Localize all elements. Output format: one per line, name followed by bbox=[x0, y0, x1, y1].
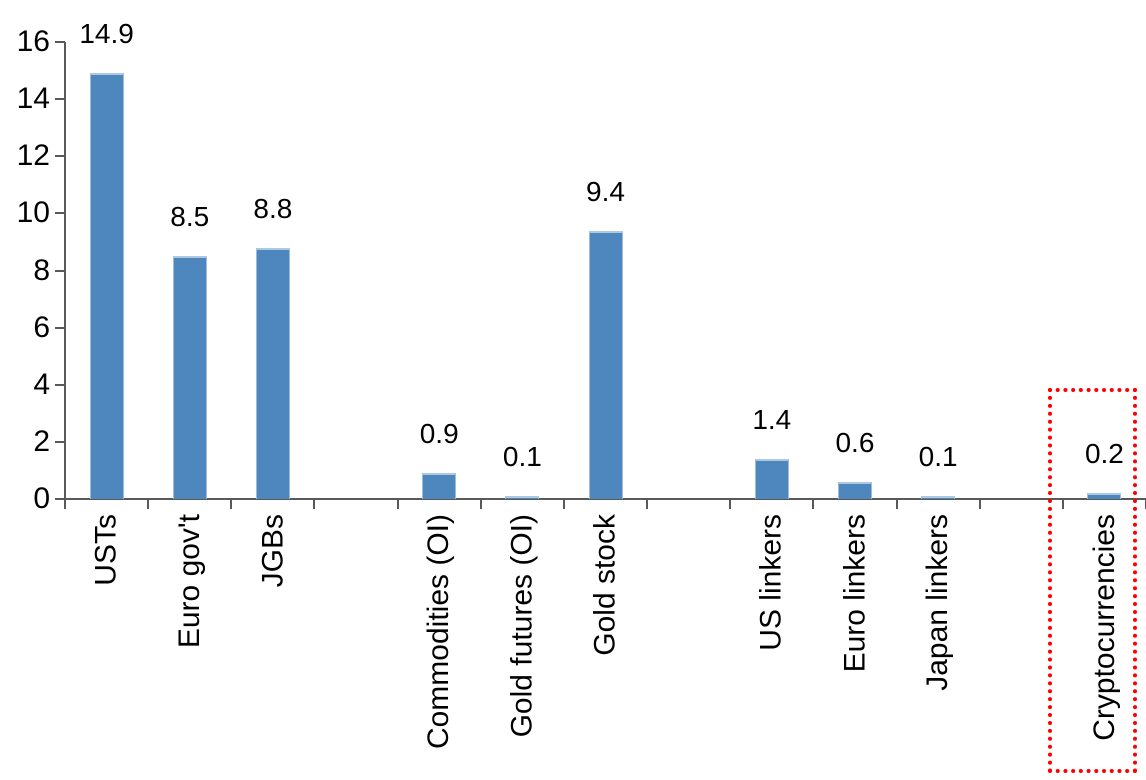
bar bbox=[172, 256, 207, 499]
y-axis-tick-label: 10 bbox=[16, 196, 50, 230]
bar bbox=[505, 496, 540, 499]
bar-value-label: 9.4 bbox=[586, 175, 625, 207]
x-axis-tick-mark bbox=[230, 499, 233, 509]
x-axis-line bbox=[65, 498, 1146, 500]
x-axis-tick-mark bbox=[895, 499, 898, 509]
x-axis-tick-mark bbox=[562, 499, 565, 509]
x-axis-category-label: Gold futures (OI) bbox=[505, 514, 539, 738]
y-axis-tick-label: 4 bbox=[33, 367, 50, 401]
bar-value-label: 0.6 bbox=[835, 426, 875, 458]
y-axis-tick-label: 8 bbox=[33, 253, 50, 287]
y-axis-line bbox=[64, 42, 66, 509]
y-axis-tick-mark bbox=[55, 98, 65, 101]
x-axis-category-label: Commodities (OI) bbox=[422, 514, 456, 750]
highlight-box bbox=[1048, 388, 1137, 773]
y-axis-tick-mark bbox=[55, 326, 65, 329]
x-axis-category-label: Gold stock bbox=[588, 514, 622, 656]
x-axis-tick-mark bbox=[729, 499, 732, 509]
x-axis-tick-mark bbox=[1061, 499, 1064, 509]
bar bbox=[921, 496, 956, 499]
y-axis-tick-mark bbox=[55, 498, 65, 500]
y-axis-tick-mark bbox=[55, 212, 65, 215]
x-axis-tick-mark bbox=[978, 499, 981, 509]
y-axis-tick-mark bbox=[55, 155, 65, 158]
x-axis-category-label: USTs bbox=[89, 514, 123, 586]
x-axis-category-label: JGBs bbox=[255, 514, 289, 588]
x-axis-category-label: Euro gov't bbox=[172, 514, 206, 649]
bar-value-label: 0.2 bbox=[1084, 438, 1124, 470]
y-axis-tick-label: 14 bbox=[16, 82, 50, 116]
x-axis-tick-mark bbox=[479, 499, 482, 509]
y-axis-tick-mark bbox=[55, 269, 65, 272]
bar-value-label: 0.9 bbox=[419, 418, 459, 450]
y-axis-tick-mark bbox=[55, 383, 65, 386]
y-axis-tick-mark bbox=[55, 41, 65, 43]
bar-value-label: 0.1 bbox=[918, 441, 958, 473]
bar bbox=[255, 247, 290, 499]
x-axis-tick-mark bbox=[147, 499, 150, 509]
x-axis-tick-mark bbox=[646, 499, 649, 509]
bar bbox=[1087, 493, 1122, 499]
bar-value-label: 1.4 bbox=[752, 404, 792, 435]
y-axis-tick-label: 6 bbox=[33, 310, 50, 344]
y-axis-tick-label: 12 bbox=[16, 139, 50, 173]
y-axis-tick-label: 16 bbox=[16, 25, 50, 58]
bar bbox=[837, 481, 872, 499]
bar-value-label: 8.8 bbox=[253, 192, 293, 224]
x-axis-category-label: Euro linkers bbox=[837, 514, 871, 673]
bar-value-label: 8.5 bbox=[170, 201, 210, 233]
bar bbox=[422, 473, 457, 499]
y-axis-tick-mark bbox=[55, 440, 65, 443]
y-axis-tick-label: 2 bbox=[33, 424, 50, 458]
x-axis-tick-mark bbox=[396, 499, 399, 509]
bar bbox=[754, 459, 789, 499]
x-axis-category-label: US linkers bbox=[754, 514, 788, 651]
bar bbox=[89, 73, 124, 499]
x-axis-category-label: Japan linkers bbox=[921, 514, 955, 691]
bar-value-label: 14.9 bbox=[79, 18, 134, 50]
x-axis-tick-mark bbox=[812, 499, 815, 509]
bar-value-label: 0.1 bbox=[502, 441, 542, 473]
y-axis-tick-label: 0 bbox=[33, 482, 50, 515]
bar bbox=[588, 230, 623, 499]
x-axis-tick-mark bbox=[313, 499, 316, 509]
